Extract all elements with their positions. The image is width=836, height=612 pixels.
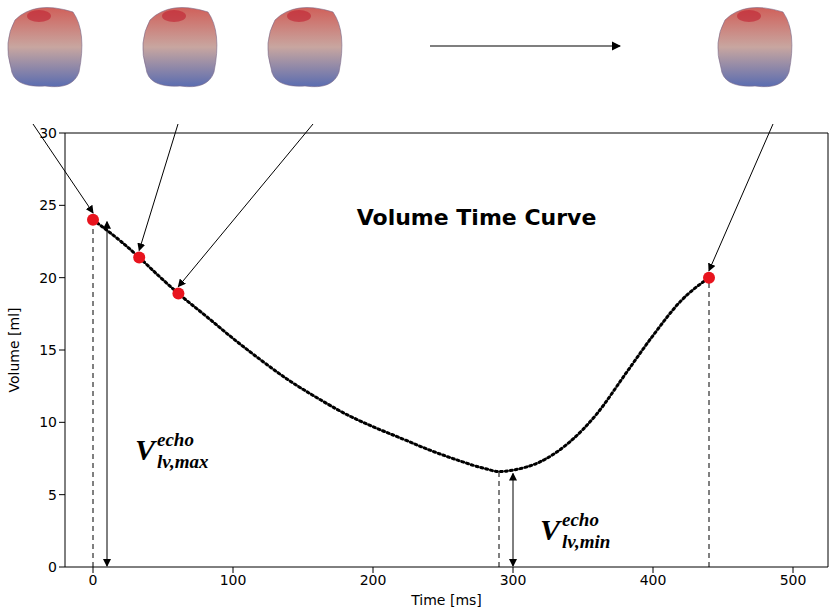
svg-text:25: 25: [39, 197, 57, 213]
svg-text:lv,max: lv,max: [157, 451, 209, 472]
svg-text:Volume [ml]: Volume [ml]: [6, 308, 22, 393]
svg-text:0: 0: [89, 572, 98, 588]
svg-text:500: 500: [780, 572, 807, 588]
svg-text:lv,min: lv,min: [562, 531, 610, 552]
svg-text:15: 15: [39, 342, 57, 358]
svg-text:300: 300: [500, 572, 527, 588]
svg-text:30: 30: [39, 125, 57, 141]
svg-text:echo: echo: [562, 509, 599, 530]
svg-text:Volume Time Curve: Volume Time Curve: [357, 205, 597, 230]
svg-text:100: 100: [220, 572, 247, 588]
svg-text:5: 5: [48, 487, 57, 503]
svg-text:Time [ms]: Time [ms]: [410, 592, 482, 608]
svg-text:V: V: [135, 433, 158, 466]
svg-text:V: V: [540, 513, 563, 546]
svg-text:echo: echo: [157, 429, 194, 450]
svg-text:400: 400: [640, 572, 667, 588]
svg-text:0: 0: [48, 559, 57, 575]
svg-text:20: 20: [39, 270, 57, 286]
svg-text:200: 200: [360, 572, 387, 588]
svg-text:10: 10: [39, 414, 57, 430]
